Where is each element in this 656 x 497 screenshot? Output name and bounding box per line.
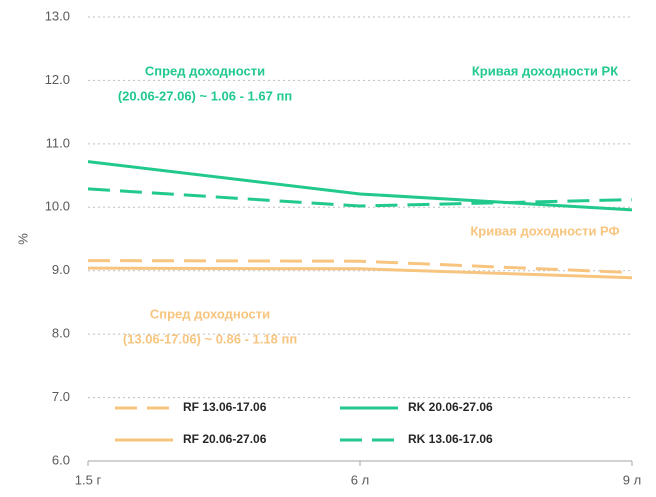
y-tick-label: 11.0 (46, 135, 70, 150)
y-tick-label: 10.0 (45, 199, 70, 214)
series-line (87, 187, 633, 208)
y-tick-label: 12.0 (45, 72, 70, 87)
y-tick-label: 8.0 (52, 326, 70, 341)
y-tick-label: 13.0 (45, 8, 70, 23)
x-tick-label: 1.5 г (75, 472, 102, 487)
y-axis-label: % (15, 233, 30, 245)
series-line (87, 160, 633, 212)
series-line (87, 266, 633, 280)
y-tick-label: 7.0 (52, 389, 70, 404)
x-tick-label: 9 л (623, 472, 641, 487)
x-tick-label: 6 л (351, 472, 369, 487)
annotation: Спред доходности (145, 63, 265, 78)
y-tick-label: 6.0 (52, 452, 70, 467)
legend-label: RF 20.06-27.06 (183, 432, 267, 446)
annotation: (20.06-27.06) ~ 1.06 - 1.67 пп (118, 88, 292, 103)
annotation: Кривая доходности РК (472, 63, 618, 78)
annotation: (13.06-17.06) ~ 0.86 - 1.18 пп (123, 331, 297, 346)
legend-label: RK 13.06-17.06 (408, 432, 493, 446)
y-tick-label: 9.0 (52, 262, 70, 277)
legend-label: RF 13.06-17.06 (183, 400, 267, 414)
legend-label: RK 20.06-27.06 (408, 400, 493, 414)
series-line (87, 259, 633, 275)
annotation: Кривая доходности РФ (470, 223, 619, 238)
annotation: Спред доходности (150, 306, 270, 321)
